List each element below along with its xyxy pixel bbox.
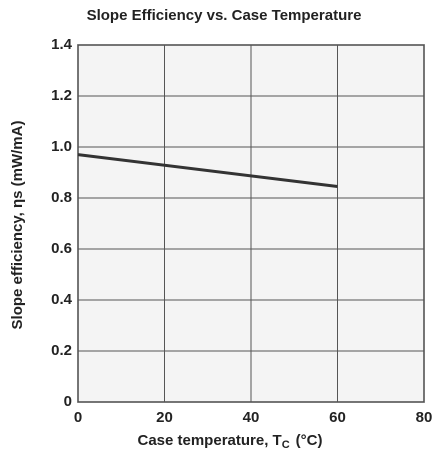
x-label-unit: (°C) — [296, 432, 323, 449]
x-tick-label: 60 — [329, 409, 346, 426]
y-axis-label: Slope efficiency, ηs (mW/mA) — [9, 121, 26, 330]
y-tick-label: 0.8 — [51, 189, 72, 206]
x-label-text: Case temperature, T — [137, 432, 281, 449]
x-tick-label: 20 — [156, 409, 173, 426]
y-tick-label: 1.0 — [51, 138, 72, 155]
x-axis-label: Case temperature, TC (°C) — [137, 432, 322, 451]
y-tick-label: 1.2 — [51, 87, 72, 104]
data-line — [77, 153, 338, 189]
y-tick-label: 1.4 — [51, 36, 73, 53]
y-tick-label: 0 — [64, 393, 72, 410]
y-tick-label: 0.4 — [51, 291, 73, 308]
chart-title: Slope Efficiency vs. Case Temperature — [87, 7, 362, 24]
x-tick-label: 0 — [74, 409, 82, 426]
y-tick-label: 0.6 — [51, 240, 72, 257]
y-tick-label: 0.2 — [51, 342, 72, 359]
x-tick-label: 80 — [416, 409, 433, 426]
x-label-subscript: C — [282, 439, 290, 451]
x-tick-label: 40 — [243, 409, 260, 426]
